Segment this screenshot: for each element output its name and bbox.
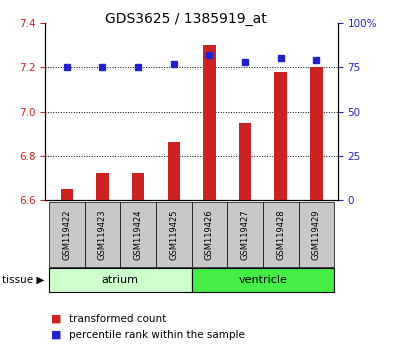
Text: GSM119422: GSM119422 <box>62 209 71 260</box>
Bar <box>60 189 73 200</box>
Text: GSM119423: GSM119423 <box>98 209 107 260</box>
Text: ventricle: ventricle <box>239 275 287 285</box>
Bar <box>120 202 156 267</box>
Bar <box>156 202 192 267</box>
Text: GSM119426: GSM119426 <box>205 209 214 260</box>
Bar <box>192 202 227 267</box>
Text: GSM119428: GSM119428 <box>276 209 285 260</box>
Bar <box>239 122 251 200</box>
Bar <box>49 268 192 292</box>
Bar <box>263 202 299 267</box>
Text: ■: ■ <box>51 314 62 324</box>
Text: GSM119424: GSM119424 <box>134 209 143 260</box>
Text: atrium: atrium <box>102 275 139 285</box>
Bar <box>192 268 334 292</box>
Text: percentile rank within the sample: percentile rank within the sample <box>69 330 245 339</box>
Bar <box>227 202 263 267</box>
Text: GSM119425: GSM119425 <box>169 209 178 260</box>
Bar <box>96 173 109 200</box>
Bar <box>49 202 85 267</box>
Text: GSM119427: GSM119427 <box>241 209 250 260</box>
Bar <box>132 173 144 200</box>
Bar <box>275 72 287 200</box>
Text: GDS3625 / 1385919_at: GDS3625 / 1385919_at <box>105 12 267 27</box>
Bar <box>299 202 334 267</box>
Text: tissue ▶: tissue ▶ <box>2 275 44 285</box>
Text: transformed count: transformed count <box>69 314 166 324</box>
Bar <box>167 142 180 200</box>
Bar <box>310 67 323 200</box>
Text: ■: ■ <box>51 330 62 339</box>
Bar <box>203 45 216 200</box>
Text: GSM119429: GSM119429 <box>312 209 321 260</box>
Bar <box>85 202 120 267</box>
